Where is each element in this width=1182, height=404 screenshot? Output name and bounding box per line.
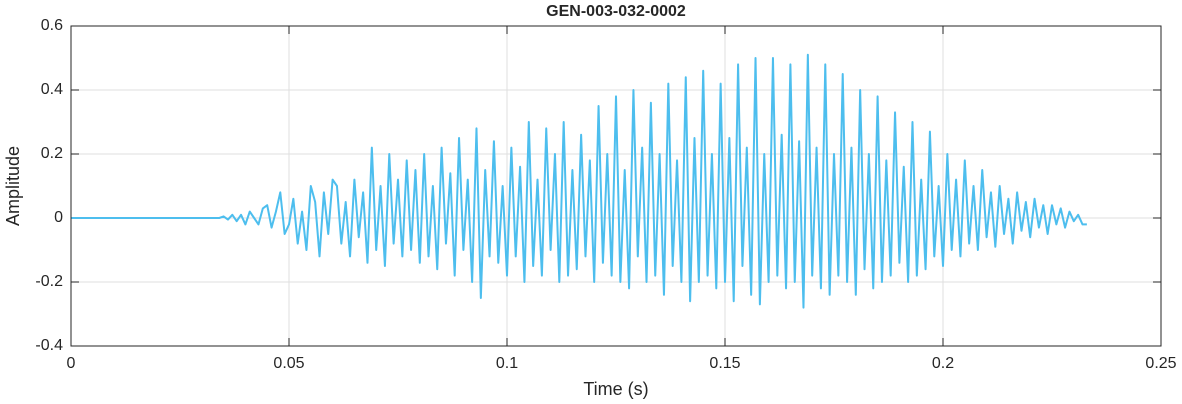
x-tick-label: 0 — [67, 355, 76, 372]
y-tick-label: -0.2 — [35, 273, 63, 290]
plot-frame — [70, 25, 1162, 347]
x-tick-label: 0.05 — [273, 355, 304, 372]
y-tick-label: -0.4 — [35, 337, 63, 354]
x-axis-label: Time (s) — [583, 379, 648, 399]
x-tick-label: 0.25 — [1145, 355, 1176, 372]
waveform — [71, 53, 1087, 309]
y-tick-label: 0.4 — [41, 81, 63, 98]
x-tick-label: 0.2 — [932, 355, 954, 372]
y-axis-label: Amplitude — [3, 146, 23, 226]
x-tick-label: 0.15 — [709, 355, 740, 372]
y-tick-label: 0.6 — [41, 17, 63, 34]
y-tick-label: 0 — [54, 209, 63, 226]
x-tick-label: 0.1 — [496, 355, 518, 372]
chart-title: GEN-003-032-0002 — [546, 3, 686, 20]
y-tick-label: 0.2 — [41, 145, 63, 162]
